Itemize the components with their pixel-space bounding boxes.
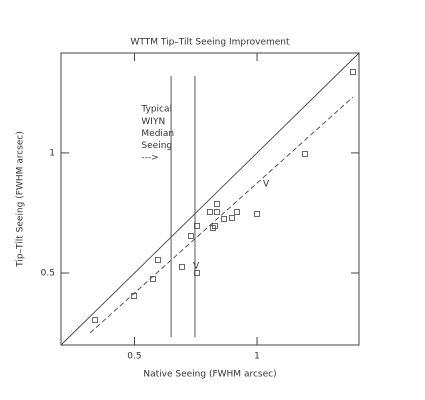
point — [188, 233, 194, 239]
point — [179, 263, 185, 270]
annotation: V — [193, 261, 200, 271]
point — [254, 211, 260, 217]
reference-line — [60, 52, 360, 346]
y-axis-label: Tip–Tilt Seeing (FWHM arcsec) — [16, 131, 26, 268]
annotation: V — [263, 179, 270, 189]
point — [350, 69, 356, 75]
point — [229, 215, 235, 221]
x-axis-label: Native Seeing (FWHM arcsec) — [143, 370, 276, 380]
annotation: Typical — [140, 104, 172, 114]
reference-line — [89, 96, 354, 334]
point — [212, 223, 218, 229]
point — [194, 223, 200, 229]
point — [221, 216, 227, 222]
chart-title: WTTM Tip–Tilt Seeing Improvement — [130, 38, 289, 48]
point — [92, 317, 98, 324]
point — [214, 201, 220, 207]
point — [155, 257, 161, 263]
x-tick-label: 0.5 — [127, 352, 141, 362]
annotation: ---> — [141, 153, 158, 163]
point — [207, 209, 213, 215]
annotation: Seeing — [141, 141, 172, 151]
annotation: Median — [141, 129, 174, 139]
plot-frame — [60, 52, 360, 346]
y-tick-label: 1 — [49, 148, 55, 158]
point — [194, 270, 200, 276]
point — [302, 151, 308, 157]
point — [214, 209, 220, 215]
point — [150, 276, 156, 282]
y-tick-label: 0.5 — [41, 269, 55, 279]
annotation: WIYN — [141, 117, 165, 127]
x-tick-label: 1 — [254, 352, 260, 362]
point — [131, 293, 138, 299]
point — [234, 209, 240, 215]
